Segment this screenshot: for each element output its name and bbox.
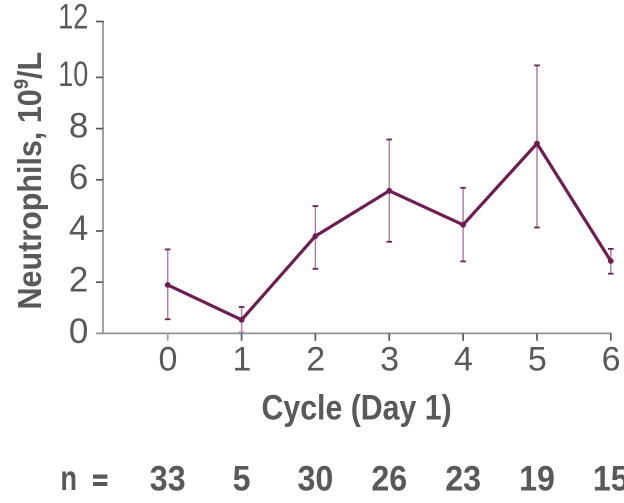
svg-text:Cycle (Day 1): Cycle (Day 1) [261, 387, 451, 427]
svg-text:30: 30 [297, 460, 333, 498]
svg-text:2: 2 [69, 261, 88, 300]
svg-text:4: 4 [454, 341, 473, 379]
svg-text:6: 6 [69, 158, 88, 197]
svg-text:2: 2 [306, 341, 325, 379]
svg-text:4: 4 [69, 209, 88, 248]
svg-text:3: 3 [380, 341, 399, 379]
svg-text:8: 8 [69, 106, 88, 145]
svg-text:10: 10 [58, 55, 88, 94]
svg-text:33: 33 [150, 460, 186, 498]
svg-text:Neutrophils, 109/L: Neutrophils, 109/L [11, 52, 48, 310]
svg-text:5: 5 [528, 341, 547, 379]
svg-text:23: 23 [445, 460, 481, 498]
svg-text:0: 0 [159, 341, 178, 379]
svg-text:26: 26 [371, 460, 407, 498]
svg-text:n: n [60, 459, 77, 498]
svg-text:15: 15 [593, 460, 624, 498]
svg-text:5: 5 [233, 460, 251, 498]
svg-text:12: 12 [58, 0, 88, 36]
svg-text:6: 6 [602, 341, 621, 379]
svg-text:19: 19 [519, 460, 555, 498]
svg-text:0: 0 [69, 312, 88, 351]
svg-text:1: 1 [232, 341, 251, 379]
